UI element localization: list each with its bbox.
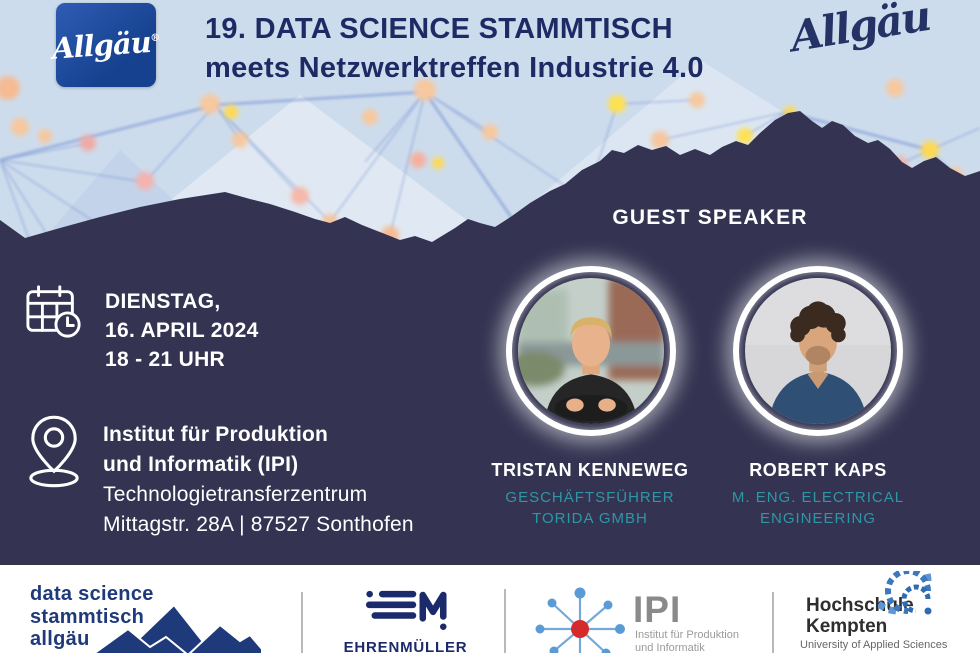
weekday: DIENSTAG, — [105, 290, 221, 313]
logo-data-science-stammtisch: data science stammtisch allgäu — [30, 583, 154, 651]
logo-hochschule-kempten: Hochschule Kempten — [806, 595, 914, 637]
ipi-subtitle-line2: und Informatik — [635, 641, 705, 653]
dsa-line3: allgäu — [30, 628, 90, 650]
ipi-network-node-icon — [535, 587, 625, 653]
date-time-row: DIENSTAG, 16. APRIL 2024 18 - 21 UHR — [25, 283, 259, 374]
venue-name-line2: und Informatik (IPI) — [103, 453, 299, 476]
role-line2: ENGINEERING — [759, 510, 876, 527]
speaker-photo-ring-tristan — [506, 266, 676, 436]
allgaeu-signature-script: Allgäu — [787, 0, 933, 62]
footer-divider-3 — [772, 592, 774, 653]
location-pin-icon — [29, 415, 79, 488]
footer-divider-1 — [301, 592, 303, 653]
footer-divider-2 — [504, 589, 506, 653]
portrait-tristan-illustration — [518, 278, 664, 424]
speaker-role-tristan: GESCHÄFTSFÜHRER TORIDA GMBH — [450, 487, 730, 529]
ehrenmueller-wordmark: EHRENMÜLLER — [343, 639, 468, 653]
event-title-line2: meets Netzwerktreffen Industrie 4.0 — [205, 52, 704, 84]
hochschule-kempten-spiral-icon — [878, 571, 932, 615]
speaker-photo-tristan — [518, 278, 664, 424]
location-text: Institut für Produktion und Informatik (… — [103, 412, 414, 540]
mountain-silhouette — [0, 111, 980, 565]
speaker-photo-ring-robert — [733, 266, 903, 436]
hk-line1: Hochschule — [806, 595, 914, 616]
speaker-name-robert: ROBERT KAPS — [749, 460, 887, 480]
venue-address: Mittagstr. 28A | 87527 Sonthofen — [103, 513, 414, 536]
ipi-subtitle-line1: Institut für Produktion — [635, 629, 739, 641]
location-row: Institut für Produktion und Informatik (… — [27, 412, 414, 540]
guest-speaker-heading: GUEST SPEAKER — [612, 206, 808, 229]
speaker-name-tristan: TRISTAN KENNEWEG — [491, 460, 689, 480]
partner-logo-strip: data science stammtisch allgäu EH — [0, 565, 980, 653]
allgaeu-logo-text: Allgäu® — [51, 24, 160, 66]
mountain-range-logo-icon — [93, 603, 262, 653]
event-title: 19. DATA SCIENCE STAMMTISCH meets Netzwe… — [205, 10, 704, 88]
calendar-clock-icon — [26, 285, 81, 338]
speaker-photo-robert — [745, 278, 891, 424]
event-title-line1: 19. DATA SCIENCE STAMMTISCH — [205, 13, 673, 45]
role-line1: GESCHÄFTSFÜHRER — [505, 489, 675, 506]
portrait-robert-illustration — [745, 278, 891, 424]
hochschule-kempten-subtitle: University of Applied Sciences — [800, 639, 948, 651]
role-line2: TORIDA GMBH — [532, 510, 648, 527]
date-time-text: DIENSTAG, 16. APRIL 2024 18 - 21 UHR — [105, 283, 259, 374]
ehrenmueller-em-icon — [365, 590, 447, 630]
time: 18 - 21 UHR — [105, 348, 226, 371]
logo-ehrenmueller: EHRENMÜLLER — [338, 587, 473, 653]
date: 16. APRIL 2024 — [105, 319, 259, 342]
registered-mark: ® — [150, 32, 160, 45]
speaker-role-robert: M. ENG. ELECTRICAL ENGINEERING — [678, 487, 958, 529]
hk-line2: Kempten — [806, 616, 888, 637]
role-line1: M. ENG. ELECTRICAL — [731, 489, 905, 506]
allgaeu-logo-badge: Allgäu® — [51, 3, 160, 87]
ipi-wordmark: IPI — [633, 589, 682, 630]
dsa-line2: stammtisch — [30, 605, 145, 628]
venue-building: Technologietransferzentrum — [103, 483, 368, 506]
venue-name-line1: Institut für Produktion — [103, 423, 329, 446]
dsa-line1: data science — [30, 583, 154, 605]
ipi-subtitle: Institut für Produktion und Informatik — [635, 629, 739, 653]
